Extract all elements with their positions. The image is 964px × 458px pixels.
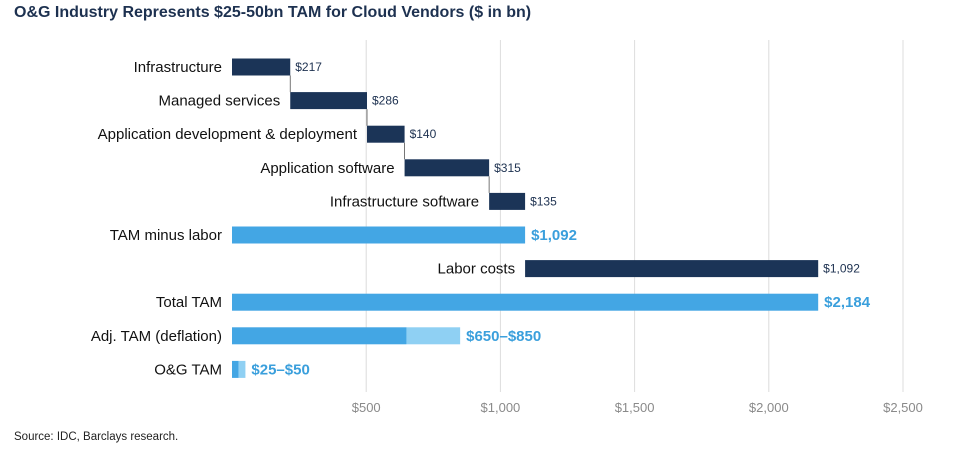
- bar: [489, 192, 526, 210]
- bar: [232, 226, 526, 244]
- bar: [404, 159, 490, 177]
- value-label: $25–$50: [251, 361, 309, 378]
- category-label: TAM minus labor: [110, 227, 222, 244]
- x-tick-label: $2,500: [883, 400, 923, 415]
- category-label: Labor costs: [438, 261, 516, 278]
- category-label: O&G TAM: [154, 361, 222, 378]
- value-label: $135: [530, 194, 557, 208]
- value-label: $315: [494, 161, 521, 175]
- value-label: $1,092: [823, 262, 860, 276]
- category-label: Managed services: [159, 93, 281, 110]
- x-tick-label: $1,500: [615, 400, 655, 415]
- source-note: Source: IDC, Barclays research.: [14, 431, 179, 443]
- value-label: $650–$850: [466, 328, 541, 345]
- bar: [290, 92, 368, 110]
- value-label: $286: [372, 94, 399, 108]
- value-label: $140: [410, 127, 437, 141]
- category-label: Adj. TAM (deflation): [91, 328, 222, 345]
- value-label: $2,184: [824, 294, 871, 311]
- value-label: $1,092: [531, 227, 577, 244]
- category-label: Infrastructure: [134, 59, 222, 76]
- bar-range-extension: [406, 327, 461, 345]
- category-label: Total TAM: [156, 294, 222, 311]
- bar: [525, 260, 819, 278]
- x-tick-label: $500: [352, 400, 381, 415]
- chart-title: O&G Industry Represents $25-50bn TAM for…: [14, 4, 532, 21]
- bar: [367, 125, 405, 143]
- bar-range-extension: [238, 360, 246, 378]
- x-tick-label: $1,000: [481, 400, 521, 415]
- x-tick-label: $2,000: [749, 400, 789, 415]
- value-label: $217: [295, 60, 322, 74]
- bar: [232, 58, 291, 76]
- category-label: Application software: [260, 160, 394, 177]
- bar: [232, 293, 819, 311]
- bar: [232, 360, 239, 378]
- category-label: Application development & deployment: [98, 126, 358, 143]
- bar: [232, 327, 407, 345]
- category-label: Infrastructure software: [330, 193, 479, 210]
